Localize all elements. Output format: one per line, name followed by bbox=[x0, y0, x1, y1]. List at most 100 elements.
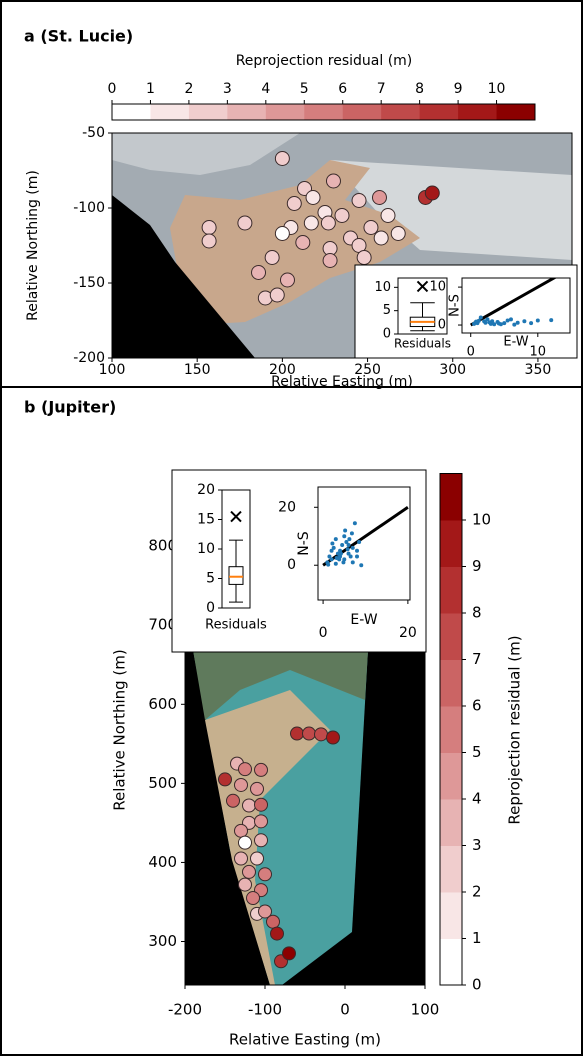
survey-point bbox=[425, 186, 439, 200]
y-tick-label: 300 bbox=[148, 932, 177, 950]
survey-point bbox=[243, 865, 256, 878]
x-axis-label: E-W bbox=[350, 612, 377, 628]
survey-point bbox=[267, 915, 280, 928]
colorbar-label: Reprojection residual (m) bbox=[506, 635, 524, 824]
point bbox=[340, 543, 344, 547]
survey-point bbox=[381, 209, 395, 223]
survey-point bbox=[227, 794, 240, 807]
survey-point bbox=[247, 892, 260, 905]
point bbox=[347, 543, 351, 547]
survey-point bbox=[252, 266, 266, 280]
colorbar-tick-label: 8 bbox=[472, 604, 482, 622]
y-tick-label: 400 bbox=[148, 853, 177, 871]
colorbar-tick-label: 3 bbox=[223, 81, 232, 97]
colorbar-swatch bbox=[112, 104, 151, 120]
point bbox=[330, 549, 334, 553]
x-axis-label: Relative Easting (m) bbox=[271, 374, 413, 390]
survey-point bbox=[296, 236, 310, 250]
colorbar-tick-label: 0 bbox=[108, 81, 117, 97]
survey-point bbox=[265, 251, 279, 265]
x-axis-label: Residuals bbox=[394, 337, 451, 351]
point bbox=[549, 318, 553, 322]
colorbar-swatch bbox=[440, 939, 462, 986]
point bbox=[347, 537, 351, 541]
point bbox=[497, 322, 501, 326]
y-tick-label: -50 bbox=[82, 125, 105, 141]
colorbar-swatch bbox=[343, 104, 382, 120]
point bbox=[330, 542, 334, 546]
survey-point bbox=[323, 254, 337, 268]
point bbox=[350, 531, 354, 535]
survey-point bbox=[251, 782, 264, 795]
y-tick-label: 0 bbox=[287, 557, 296, 573]
survey-point bbox=[255, 798, 268, 811]
colorbar-tick-label: 7 bbox=[377, 81, 386, 97]
survey-point bbox=[239, 878, 252, 891]
survey-point bbox=[364, 221, 378, 235]
point bbox=[349, 555, 353, 559]
colorbar-swatch bbox=[497, 104, 536, 120]
colorbar-tick-label: 4 bbox=[472, 790, 482, 808]
panel-title: b (Jupiter) bbox=[24, 398, 116, 417]
point bbox=[483, 321, 487, 325]
y-axis-label: Relative Northing (m) bbox=[111, 649, 129, 811]
panel-title: a (St. Lucie) bbox=[24, 27, 133, 46]
colorbar-swatch bbox=[150, 104, 189, 120]
x-axis-label: E-W bbox=[503, 335, 528, 350]
colorbar-swatch bbox=[440, 753, 462, 800]
x-axis-label: Residuals bbox=[205, 618, 267, 633]
colorbar-swatch bbox=[440, 660, 462, 707]
point bbox=[351, 546, 355, 550]
x-tick-label: 150 bbox=[184, 362, 211, 378]
point bbox=[346, 547, 350, 551]
y-axis-label: N-S bbox=[448, 294, 463, 317]
colorbar-swatch bbox=[458, 104, 497, 120]
point bbox=[359, 563, 363, 567]
colorbar-tick-label: 10 bbox=[488, 81, 506, 97]
y-tick-label: -100 bbox=[73, 200, 105, 216]
colorbar-tick-label: 3 bbox=[472, 836, 482, 854]
point bbox=[474, 320, 478, 324]
x-tick-label: -200 bbox=[168, 1001, 202, 1019]
survey-point bbox=[352, 194, 366, 208]
colorbar-label: Reprojection residual (m) bbox=[236, 53, 413, 69]
survey-point bbox=[255, 834, 268, 847]
survey-point bbox=[259, 868, 272, 881]
x-tick-label: 0 bbox=[319, 625, 328, 641]
point bbox=[339, 552, 343, 556]
colorbar-tick-label: 6 bbox=[338, 81, 347, 97]
colorbar-tick-label: 7 bbox=[472, 650, 482, 668]
x-tick-label: -100 bbox=[248, 1001, 282, 1019]
survey-point bbox=[271, 927, 284, 940]
survey-point bbox=[357, 251, 371, 265]
colorbar-swatch bbox=[440, 613, 462, 660]
survey-point bbox=[243, 799, 256, 812]
point bbox=[341, 560, 345, 564]
colorbar-swatch bbox=[381, 104, 420, 120]
survey-point bbox=[255, 815, 268, 828]
y-tick-label: 10 bbox=[429, 280, 446, 295]
colorbar-swatch bbox=[189, 104, 228, 120]
colorbar-tick-label: 5 bbox=[300, 81, 309, 97]
colorbar-tick-label: 6 bbox=[472, 697, 482, 715]
y-axis-label: Relative Northing (m) bbox=[25, 170, 41, 321]
survey-point bbox=[275, 152, 289, 166]
point bbox=[327, 555, 331, 559]
survey-point bbox=[202, 234, 216, 248]
survey-point bbox=[275, 227, 289, 241]
survey-point bbox=[239, 836, 252, 849]
survey-point bbox=[235, 778, 248, 791]
colorbar-swatch bbox=[440, 474, 462, 521]
x-axis-label: Relative Easting (m) bbox=[229, 1031, 381, 1049]
colorbar-swatch bbox=[440, 520, 462, 567]
point bbox=[335, 556, 339, 560]
y-tick-label: 20 bbox=[278, 499, 296, 515]
x-tick-label: 0 bbox=[340, 1001, 350, 1019]
survey-point bbox=[251, 852, 264, 865]
survey-point bbox=[306, 191, 320, 205]
point bbox=[516, 321, 520, 325]
survey-point bbox=[270, 288, 284, 302]
colorbar-swatch bbox=[420, 104, 459, 120]
point bbox=[355, 549, 359, 553]
colorbar-tick-label: 2 bbox=[472, 883, 482, 901]
